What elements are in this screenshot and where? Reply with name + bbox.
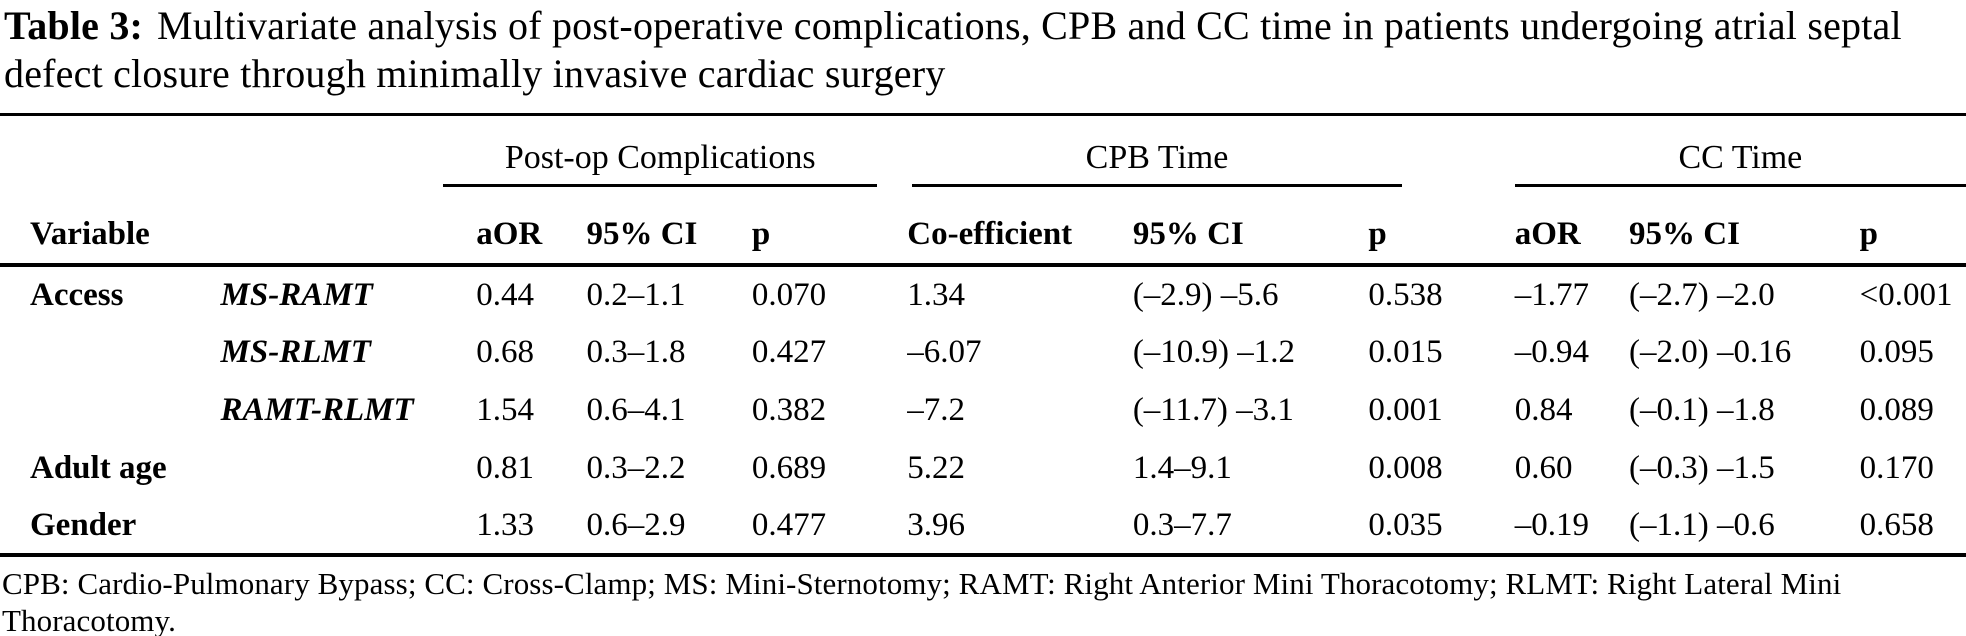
value-cell: 1.33 xyxy=(476,506,534,543)
table-caption-text: Multivariate analysis of post-operative … xyxy=(4,3,1902,96)
group-header-postop: Post-op Complications xyxy=(443,139,878,187)
value-cell: (–0.1) –1.8 xyxy=(1629,391,1775,428)
table-row-access-ms-rlmt: MS-RLMT 0.68 0.3–1.8 0.427 –6.07 (–10.9)… xyxy=(0,323,1966,381)
table-caption-label: Table 3: xyxy=(4,3,144,48)
value-cell: 1.4–9.1 xyxy=(1132,449,1232,486)
table-caption: Table 3: Multivariate analysis of post-op… xyxy=(0,0,1966,98)
col-header-ci-cpb: 95% CI xyxy=(1132,216,1244,252)
value-cell: (–2.0) –0.16 xyxy=(1629,333,1792,370)
value-cell: 1.34 xyxy=(907,276,965,313)
value-cell: –0.94 xyxy=(1514,333,1590,370)
col-header-p-cpb: p xyxy=(1368,216,1387,252)
value-cell: 0.170 xyxy=(1859,449,1934,486)
group-header-postop-cell: Post-op Complications xyxy=(443,115,907,187)
group-header-cc: CC Time xyxy=(1514,139,1966,187)
group-header-spacer xyxy=(0,115,476,188)
value-cell: 0.427 xyxy=(751,333,827,370)
value-cell: (–2.7) –2.0 xyxy=(1629,276,1775,313)
col-header-aor-cc: aOR xyxy=(1514,216,1581,252)
value-cell: 0.015 xyxy=(1368,333,1443,370)
value-cell: 0.095 xyxy=(1859,333,1934,370)
col-header-variable: Variable xyxy=(30,216,150,252)
subvariable-cell xyxy=(221,497,477,555)
subvariable-cell: MS-RLMT xyxy=(220,333,371,370)
value-cell: 1.54 xyxy=(476,391,534,428)
table-row-gender: Gender 1.33 0.6–2.9 0.477 3.96 0.3–7.7 0… xyxy=(0,497,1966,555)
variable-cell xyxy=(0,381,221,439)
value-cell: 0.3–7.7 xyxy=(1132,506,1232,543)
col-header-coefficient-cpb: Co-efficient xyxy=(907,216,1073,252)
subvariable-cell: MS-RAMT xyxy=(220,276,373,313)
variable-cell: Access xyxy=(30,276,124,313)
value-cell: –1.77 xyxy=(1514,276,1590,313)
table-row-adult-age: Adult age 0.81 0.3–2.2 0.689 5.22 1.4–9.… xyxy=(0,439,1966,497)
value-cell: 0.382 xyxy=(751,391,827,428)
table-header: Post-op Complications CPB Time CC Time V… xyxy=(0,115,1966,265)
value-cell: (–2.9) –5.6 xyxy=(1132,276,1279,313)
value-cell: –7.2 xyxy=(907,391,965,428)
value-cell: 0.60 xyxy=(1514,449,1573,486)
value-cell: 0.68 xyxy=(476,333,534,370)
col-header-aor-postop: aOR xyxy=(476,216,543,252)
col-header-subvariable xyxy=(221,187,477,265)
variable-cell: Gender xyxy=(30,506,137,543)
col-header-p-cc: p xyxy=(1859,216,1878,252)
value-cell: 0.008 xyxy=(1368,449,1443,486)
variable-cell: Adult age xyxy=(30,449,167,486)
value-cell: 0.689 xyxy=(751,449,827,486)
value-cell: 0.658 xyxy=(1859,506,1934,543)
value-cell: 0.477 xyxy=(751,506,827,543)
group-header-row: Post-op Complications CPB Time CC Time xyxy=(0,115,1966,188)
value-cell: 0.44 xyxy=(476,276,534,313)
table-footnote: CPB: Cardio-Pulmonary Bypass; CC: Cross-… xyxy=(2,566,1842,636)
group-header-cc-cell: CC Time xyxy=(1514,115,1966,187)
subvariable-cell xyxy=(221,439,477,497)
value-cell: –0.19 xyxy=(1514,506,1590,543)
value-cell: 0.3–2.2 xyxy=(586,449,686,486)
value-cell: 0.81 xyxy=(476,449,534,486)
value-cell: (–1.1) –0.6 xyxy=(1629,506,1775,543)
variable-cell xyxy=(0,323,221,381)
value-cell: 3.96 xyxy=(907,506,965,543)
value-cell: 0.6–4.1 xyxy=(586,391,686,428)
value-cell: 0.001 xyxy=(1368,391,1443,428)
table-row-access-ramt-rlmt: RAMT-RLMT 1.54 0.6–4.1 0.382 –7.2 (–11.7… xyxy=(0,381,1966,439)
col-header-ci-cc: 95% CI xyxy=(1629,216,1740,252)
value-cell: <0.001 xyxy=(1859,276,1953,313)
value-cell: 0.3–1.8 xyxy=(586,333,686,370)
column-header-row: Variable aOR 95% CI p Co-efficient 95% C… xyxy=(0,187,1966,265)
value-cell: 0.035 xyxy=(1368,506,1443,543)
subvariable-cell: RAMT-RLMT xyxy=(220,391,414,428)
value-cell: 0.538 xyxy=(1368,276,1443,313)
value-cell: (–10.9) –1.2 xyxy=(1132,333,1296,370)
value-cell: 0.84 xyxy=(1514,391,1573,428)
table-row-access-ms-ramt: Access MS-RAMT 0.44 0.2–1.1 0.070 1.34 (… xyxy=(0,265,1966,323)
value-cell: –6.07 xyxy=(907,333,982,370)
value-cell: 0.6–2.9 xyxy=(586,506,686,543)
value-cell: (–0.3) –1.5 xyxy=(1629,449,1775,486)
col-header-p-postop: p xyxy=(751,216,771,252)
col-header-ci-postop: 95% CI xyxy=(586,216,698,252)
multivariate-analysis-table: Post-op Complications CPB Time CC Time V… xyxy=(0,113,1966,557)
group-header-cpb: CPB Time xyxy=(912,139,1402,187)
value-cell: 0.2–1.1 xyxy=(586,276,686,313)
value-cell: 0.089 xyxy=(1859,391,1934,428)
table-body: Access MS-RAMT 0.44 0.2–1.1 0.070 1.34 (… xyxy=(0,265,1966,555)
value-cell: 5.22 xyxy=(907,449,965,486)
group-header-cpb-cell: CPB Time xyxy=(907,115,1515,187)
value-cell: 0.070 xyxy=(751,276,827,313)
value-cell: (–11.7) –3.1 xyxy=(1132,391,1294,428)
